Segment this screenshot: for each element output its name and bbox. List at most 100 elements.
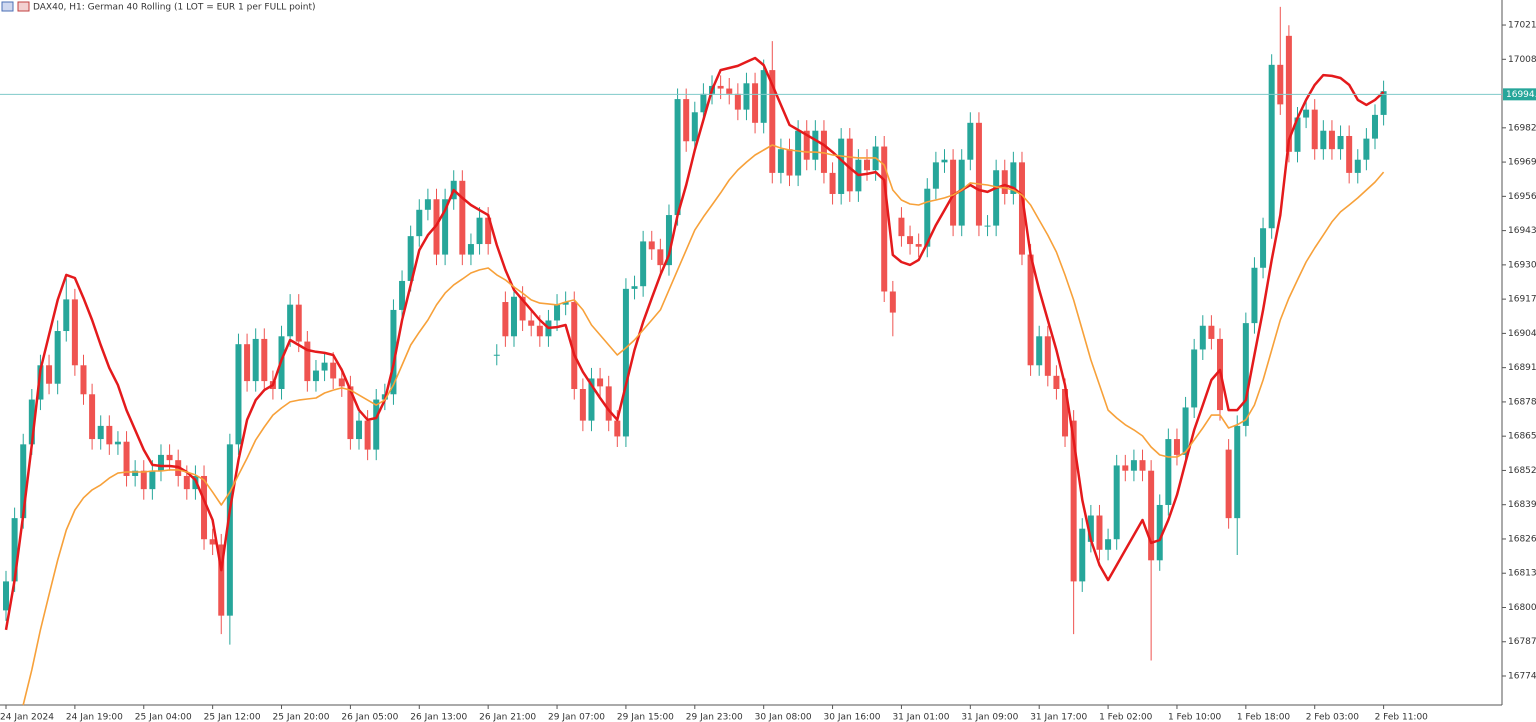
candle-body <box>330 362 337 379</box>
candle-body <box>1139 460 1146 471</box>
y-tick-label: 16813.1 <box>1508 569 1536 579</box>
candle-body <box>838 138 845 194</box>
candle-body <box>407 236 414 281</box>
candle-body <box>1087 515 1094 542</box>
candle-body <box>562 302 569 305</box>
icon-grid <box>1 1 14 12</box>
candle-body <box>226 444 233 616</box>
candle-body <box>588 378 595 421</box>
x-tick-label: 31 Jan 09:00 <box>961 713 1018 722</box>
candle-body <box>812 130 819 160</box>
candle-body <box>674 99 681 216</box>
candle-body <box>312 370 319 382</box>
candle-body <box>364 420 371 450</box>
candle-body <box>1242 323 1249 426</box>
candle-body <box>1354 159 1361 173</box>
candle-body <box>1001 170 1008 194</box>
y-tick-label: 16930.1 <box>1508 260 1536 270</box>
candle-body <box>1096 515 1103 550</box>
candle-body <box>786 149 793 176</box>
candle-body <box>881 146 888 292</box>
candle-body <box>1191 349 1198 408</box>
candle-body <box>958 159 965 226</box>
candle-body <box>321 362 328 371</box>
candle-body <box>1337 135 1344 150</box>
candle-body <box>743 83 750 110</box>
candle-body <box>829 172 836 194</box>
candle-body <box>1363 138 1370 160</box>
x-tick-label: 30 Jan 16:00 <box>824 713 881 722</box>
candle-body <box>80 365 87 395</box>
candle-body <box>1165 439 1172 505</box>
candle-body <box>1328 130 1335 150</box>
candle-body <box>424 199 431 210</box>
candle-body <box>579 389 586 421</box>
candle-body <box>71 299 78 366</box>
x-tick-label: 2 Feb 11:00 <box>1375 713 1429 722</box>
candle-body <box>295 304 302 342</box>
candle-body <box>803 130 810 160</box>
x-tick-label: 31 Jan 01:00 <box>892 713 949 722</box>
candle-body <box>571 302 578 390</box>
y-tick-label: 16917.1 <box>1508 295 1536 305</box>
candle-body <box>760 70 767 123</box>
candle-body <box>640 241 647 287</box>
candle-body <box>622 288 629 437</box>
candle-body <box>459 180 466 255</box>
candle-body <box>252 338 259 382</box>
candle-body <box>932 162 939 189</box>
candle-body <box>717 85 724 89</box>
candle-body <box>502 302 509 337</box>
x-tick-label: 24 Jan 2024 <box>0 713 54 722</box>
chart-title: DAX40, H1: German 40 Rolling (1 LOT = EU… <box>33 3 316 13</box>
candle-body <box>1294 117 1301 152</box>
candle-body <box>1268 64 1275 229</box>
x-tick-label: 1 Feb 18:00 <box>1237 713 1291 722</box>
candle-body <box>1010 162 1017 194</box>
y-tick-label: 16969.1 <box>1508 158 1536 168</box>
x-tick-label: 1 Feb 10:00 <box>1168 713 1222 722</box>
candle-body <box>1113 465 1120 540</box>
candle-body <box>657 249 664 266</box>
candle-body <box>648 241 655 250</box>
candle-body <box>1130 460 1137 471</box>
candle-body <box>1208 325 1215 339</box>
x-tick-label: 29 Jan 15:00 <box>617 713 674 722</box>
candle-body <box>201 475 208 540</box>
candle-body <box>123 441 130 476</box>
candle-body <box>752 83 759 123</box>
y-tick-label: 16800.1 <box>1508 603 1536 613</box>
candle-body <box>244 344 251 382</box>
candle-body <box>777 149 784 173</box>
candle-body <box>519 296 526 321</box>
candle-body <box>898 217 905 237</box>
icon-chart <box>17 1 30 12</box>
candle-body <box>373 399 380 450</box>
candle-body <box>769 70 776 173</box>
candle-body <box>967 122 974 160</box>
candle-body <box>1199 325 1206 350</box>
candle-body <box>157 454 164 471</box>
candle-body <box>1173 439 1180 455</box>
x-tick-label: 26 Jan 05:00 <box>341 713 398 722</box>
y-tick-label: 16956.1 <box>1508 192 1536 202</box>
candle-body <box>915 244 922 247</box>
x-tick-label: 25 Jan 12:00 <box>204 713 261 722</box>
y-tick-label: 16943.1 <box>1508 226 1536 236</box>
x-tick-label: 29 Jan 23:00 <box>686 713 743 722</box>
candle-body <box>149 470 156 490</box>
candle-body <box>1018 162 1025 255</box>
x-tick-label: 30 Jan 08:00 <box>755 713 812 722</box>
moving-average <box>22 144 1385 706</box>
candle-body <box>416 209 423 237</box>
moving-average <box>4 56 1385 631</box>
y-tick-label: 16904.1 <box>1508 329 1536 339</box>
candle-body <box>106 425 113 445</box>
candle-body <box>442 199 449 255</box>
candle-body <box>1303 109 1310 118</box>
candle-body <box>97 425 104 440</box>
candle-body <box>28 399 35 445</box>
candle-body <box>1122 465 1129 471</box>
x-tick-label: 25 Jan 04:00 <box>135 713 192 722</box>
y-tick-label: 17021.1 <box>1508 21 1536 31</box>
